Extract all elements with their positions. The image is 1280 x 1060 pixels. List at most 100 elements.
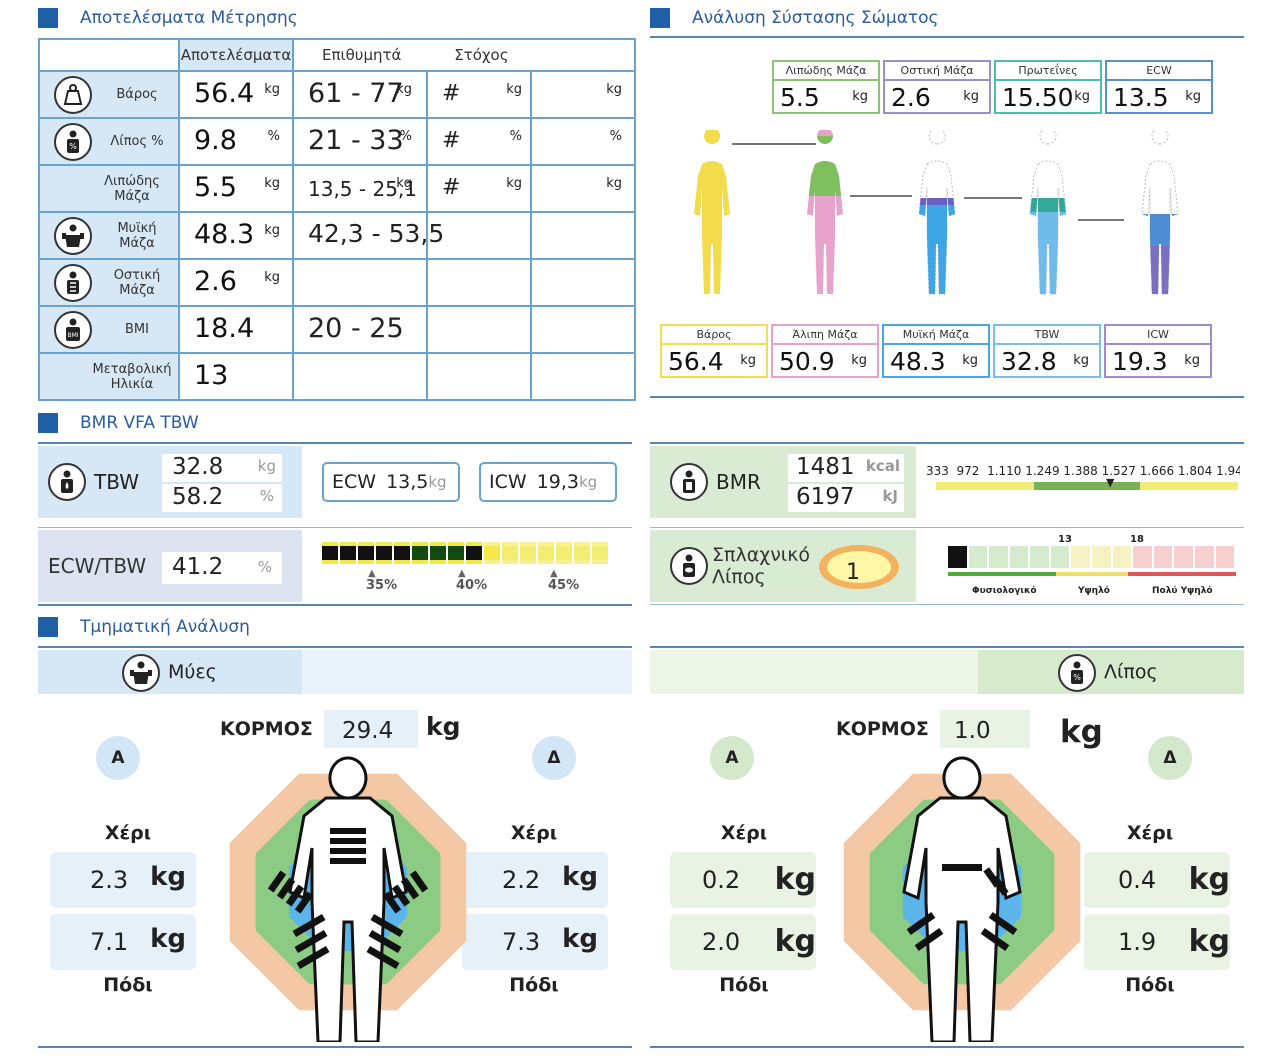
visceral-value: 1 bbox=[846, 560, 860, 585]
target-cell bbox=[426, 305, 532, 354]
tbw-kg-unit: kg bbox=[257, 457, 276, 475]
visceral-bar-segment bbox=[1112, 546, 1132, 568]
composition-box-label: Άλιπη Μάζα bbox=[792, 328, 858, 341]
tbw-pct-unit: % bbox=[259, 487, 274, 505]
row-label-cell: BMI BMI bbox=[38, 305, 180, 354]
fat-right-leg-value: 1.9 bbox=[1118, 928, 1157, 956]
muscle-icon bbox=[54, 216, 92, 255]
target-unit: kg bbox=[506, 176, 522, 191]
left-side-badge: Α bbox=[710, 736, 754, 780]
composition-box-value: 19.3 bbox=[1112, 347, 1168, 376]
muscle-header-label: Μύες bbox=[168, 661, 217, 683]
divider bbox=[650, 1046, 1244, 1048]
fat-trunk-unit: kg bbox=[1060, 714, 1103, 750]
composition-box-unit: kg bbox=[1185, 89, 1201, 104]
unit-label: kg bbox=[774, 862, 816, 897]
range-cell: 20 - 25 bbox=[292, 305, 428, 354]
left-leg-muscle-bar bbox=[294, 929, 328, 954]
table-row: Λιπώδης Μάζα 5.5 kg 13,5 - 25,1 kg # kg kg bbox=[38, 164, 636, 213]
left-leg-fat-bar bbox=[914, 928, 944, 951]
bmr-kj-box: 6197 kJ bbox=[788, 484, 904, 512]
composition-box-label: ECW bbox=[1146, 64, 1172, 77]
bmr-marker-icon: ▼ bbox=[1106, 476, 1115, 489]
visceral-bar-segment bbox=[1030, 546, 1049, 568]
tick-marker: ▲ bbox=[458, 568, 466, 579]
visceral-bar-segment bbox=[1092, 546, 1111, 568]
muscle-left-arm-value: 2.3 bbox=[90, 866, 129, 894]
figure-icw bbox=[1141, 130, 1179, 295]
range-cell bbox=[292, 352, 428, 401]
right-arm-fat-bar bbox=[991, 875, 1009, 896]
visceral-bar bbox=[948, 546, 1236, 568]
composition-section-title: Ανάλυση Σύστασης Σώματος bbox=[650, 8, 939, 28]
target-cell: # kg bbox=[426, 164, 532, 213]
segmental-title: Τμηματική Ανάλυση bbox=[80, 617, 250, 637]
header-results: Αποτελέσματα bbox=[178, 38, 294, 72]
vf-zone-label: Υψηλό bbox=[1078, 586, 1110, 596]
unit-label: kg bbox=[1188, 862, 1230, 897]
composition-box-label: Πρωτεΐνες bbox=[1018, 64, 1078, 77]
target-cell bbox=[426, 211, 532, 260]
header-target: Στόχος bbox=[454, 46, 509, 64]
svg-text:BMI: BMI bbox=[67, 332, 78, 339]
composition-box: ICW 19.3 kg bbox=[1104, 324, 1212, 378]
box-divider bbox=[996, 79, 1100, 81]
ecw-box: ECW 13,5 kg bbox=[322, 462, 460, 502]
bmr-kcal-box: 1481 kcal bbox=[788, 454, 904, 482]
table-row: Μυϊκή Μάζα 48.3 kg 42,3 - 53,5 bbox=[38, 211, 636, 260]
target-unit-cell bbox=[530, 305, 636, 354]
trunk-muscle-bar bbox=[330, 838, 366, 844]
row-label: BMI bbox=[125, 322, 149, 337]
tick-marker: ▲ bbox=[368, 568, 376, 579]
row-label-cell: Μεταβολική Ηλικία bbox=[38, 352, 180, 401]
ratio-bar-segment bbox=[340, 542, 356, 564]
ecw-label: ECW bbox=[332, 471, 377, 493]
visceral-bar-segment bbox=[1050, 546, 1070, 568]
box-divider bbox=[1106, 343, 1210, 345]
right-arm-muscle-bar bbox=[391, 884, 411, 907]
box-divider bbox=[1107, 79, 1211, 81]
target-unit-cell: kg bbox=[530, 70, 636, 119]
muscle-left-arm-box: 2.3 kg bbox=[50, 852, 196, 908]
right-arm-muscle-bar bbox=[409, 870, 429, 893]
target-unit-cell: kg bbox=[530, 164, 636, 213]
target-unit-cell bbox=[530, 258, 636, 307]
unit-label: kg bbox=[562, 862, 598, 892]
range-value: 13,5 - 25,1 bbox=[308, 176, 417, 201]
fat-left-leg-value: 2.0 bbox=[702, 928, 741, 956]
divider bbox=[38, 1046, 632, 1048]
visceral-bar-segment bbox=[968, 546, 988, 568]
composition-box-unit: kg bbox=[1073, 353, 1089, 368]
ratio-label: ECW/TBW bbox=[48, 554, 147, 578]
ratio-bar-segment bbox=[412, 542, 428, 564]
target-value: # bbox=[442, 127, 461, 153]
visceral-bar-segment bbox=[948, 546, 967, 568]
visceral-bar-segment bbox=[1174, 546, 1193, 568]
range-value: 20 - 25 bbox=[308, 312, 404, 344]
muscle-right-arm-value: 2.2 bbox=[502, 866, 541, 894]
table-row: BMI BMI 18.4 20 - 25 bbox=[38, 305, 636, 354]
header-desired: Επιθυμητά bbox=[322, 46, 402, 64]
fat-right-arm-box: 0.4 kg bbox=[1084, 852, 1230, 908]
table-row: % Λίπος % 9.8% 21 - 33% #% % bbox=[38, 117, 636, 166]
composition-box-unit: kg bbox=[852, 89, 868, 104]
tbw-label: TBW bbox=[94, 470, 139, 494]
composition-box-unit: kg bbox=[962, 353, 978, 368]
scale-icon bbox=[54, 75, 92, 114]
trunk-muscle-bar bbox=[330, 858, 366, 864]
range-value: 42,3 - 53,5 bbox=[308, 218, 445, 248]
kj-unit: kJ bbox=[882, 487, 898, 505]
bmr-label: BMR bbox=[716, 470, 761, 494]
result-cell: 2.6 kg bbox=[178, 258, 294, 307]
fat-trunk-box: 1.0 bbox=[940, 710, 1030, 748]
right-leg-fat-bar bbox=[980, 928, 1010, 951]
row-label: Λίπος % bbox=[110, 134, 164, 149]
row-label: Οστική Μάζα bbox=[113, 267, 161, 298]
box-divider bbox=[884, 343, 988, 345]
row-label: Βάρος bbox=[116, 87, 158, 102]
visceral-bar-segment bbox=[1071, 546, 1091, 568]
target-unit-cell bbox=[530, 352, 636, 401]
result-cell: 13 bbox=[178, 352, 294, 401]
result-cell: 48.3 kg bbox=[178, 211, 294, 260]
target-cell bbox=[426, 258, 532, 307]
